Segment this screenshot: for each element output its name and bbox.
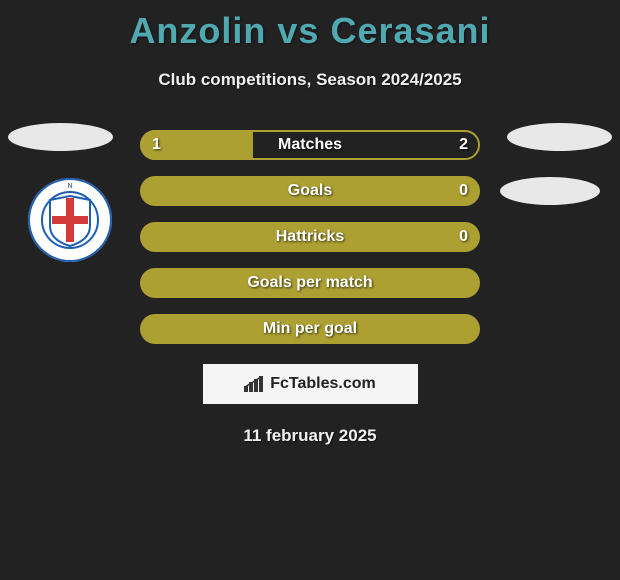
bar-label: Hattricks [140,222,480,252]
brand-text: FcTables.com [270,375,376,393]
page-title: Anzolin vs Cerasani [0,0,620,52]
bar-label: Matches [140,130,480,160]
bar-matches: 1 2 Matches [70,130,550,160]
bar-label: Goals [140,176,480,206]
bar-min-per-goal: Min per goal [70,314,550,344]
bars-chart-icon [244,376,264,392]
bar-hattricks: 0 Hattricks [70,222,550,252]
bar-goals: 0 Goals [70,176,550,206]
brand-box[interactable]: FcTables.com [203,364,418,404]
bar-label: Min per goal [140,314,480,344]
footer-date: 11 february 2025 [0,426,620,446]
page-subtitle: Club competitions, Season 2024/2025 [0,70,620,90]
bar-goals-per-match: Goals per match [70,268,550,298]
bar-label: Goals per match [140,268,480,298]
stat-bars: 1 2 Matches 0 Goals 0 Hattricks Goals pe… [70,130,550,344]
